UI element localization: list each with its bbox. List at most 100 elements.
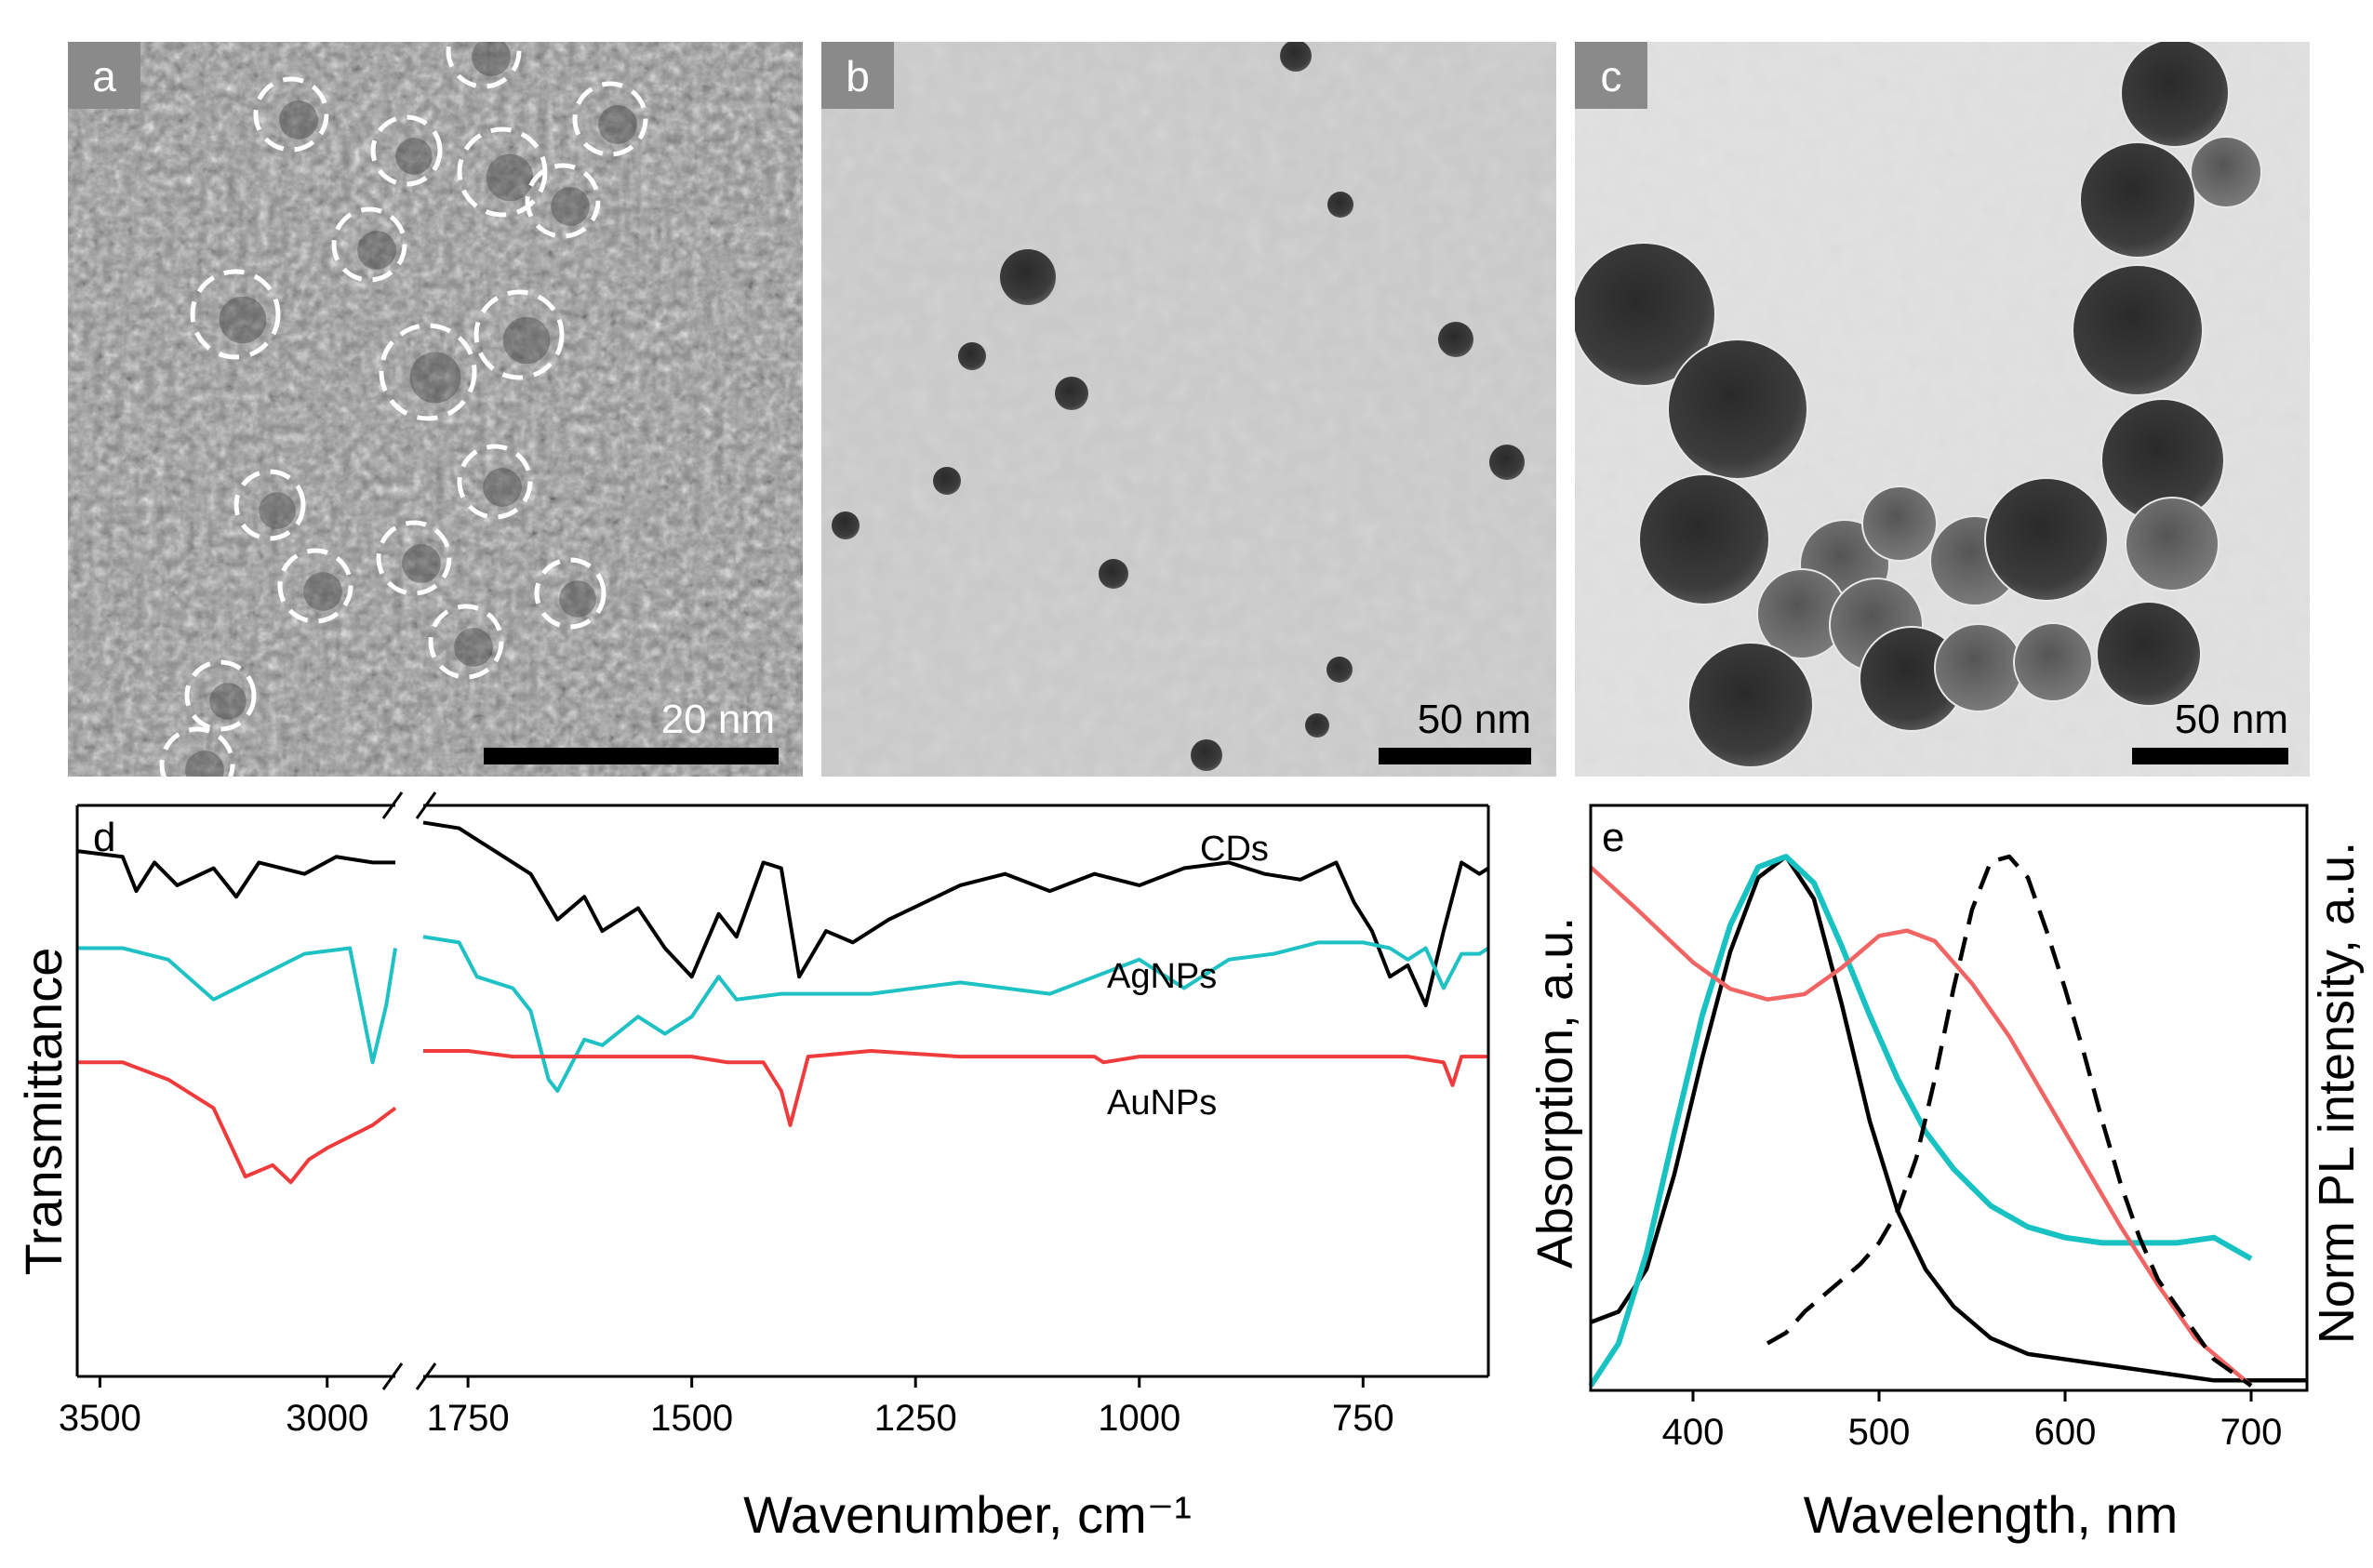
cd-particle (209, 683, 247, 720)
ag-particle (1280, 42, 1312, 72)
ag-particle (958, 342, 986, 370)
cd-particle-outline (473, 289, 565, 380)
cd-particle-outline (184, 659, 257, 732)
panel-c-scale-bar (2132, 748, 2288, 764)
cd-particle (551, 187, 590, 226)
au-particle (1667, 339, 1808, 480)
abs-line-aunps (1589, 865, 2253, 1388)
ag-particle (1438, 322, 1473, 357)
panel-a-label: a (92, 52, 116, 100)
cd-particle (357, 231, 396, 270)
ftir-x-tick-label: 1750 (427, 1398, 510, 1439)
cd-particle-outline (534, 557, 607, 630)
tem-panel-b: b 50 nm (821, 42, 1556, 777)
ftir-x-tick-label: 3000 (286, 1398, 368, 1439)
cd-particle (402, 544, 441, 583)
ftir-y-axis-label: Transmittance (14, 948, 73, 1276)
ag-nanoparticles (832, 42, 1525, 771)
au-particle (2125, 497, 2220, 591)
au-particle (2096, 601, 2202, 707)
panel-c-scale-label: 50 nm (2175, 697, 2288, 742)
cd-particle-outline (370, 114, 443, 187)
cd-particle (303, 572, 342, 611)
ftir-x-axis-label: Wavenumber, cm⁻¹ (743, 1485, 1192, 1544)
panel-b-label: b (846, 52, 870, 100)
ftir-axis-break-mark (415, 1362, 437, 1390)
ftir-chart: 3500 3000 1750 1500 1250 1000 750 d CDs AgNPs … (14, 791, 1490, 1544)
panel-b-scale-bar (1379, 748, 1531, 764)
ftir-series-label-aunps: AuNPs (1107, 1083, 1217, 1123)
ag-particle (1000, 249, 1056, 305)
pl-line-cds (1766, 854, 2253, 1388)
cd-particle (472, 42, 511, 76)
ag-particle (1099, 559, 1128, 589)
cd-particle (559, 580, 596, 618)
ftir-axes-frame (75, 791, 1490, 1390)
cd-particle (486, 153, 534, 202)
cd-particle-outline (376, 520, 452, 596)
ag-particle (832, 512, 860, 539)
absorption-pl-axes-frame (1589, 804, 2309, 1392)
panel-a-scale-bar (484, 748, 779, 764)
ftir-line-cds (422, 820, 1490, 1007)
cd-particle (259, 492, 296, 529)
abs-x-axis-label: Wavelength, nm (1804, 1485, 2179, 1544)
ftir-axis-break-mark (381, 1362, 404, 1390)
ag-particle (1191, 739, 1222, 771)
au-particle (1687, 642, 1814, 768)
cd-particle-outline (331, 206, 407, 283)
absorption-pl-series (1588, 854, 2307, 1388)
au-particle (2120, 42, 2230, 148)
panel-b-scale-label: 50 nm (1418, 697, 1531, 742)
ftir-x-tick-label: 1000 (1098, 1398, 1180, 1439)
cd-particle-outline (457, 444, 533, 520)
cd-particle (219, 296, 267, 344)
cd-particle-outline (190, 269, 281, 360)
au-particle (1575, 242, 1716, 387)
ftir-axis-break-mark (415, 791, 437, 819)
cd-particle (454, 628, 493, 667)
absorption-pl-x-ticks: 400 500 600 700 (1662, 1390, 2282, 1453)
cd-particle (279, 100, 318, 140)
ftir-line-agnps (77, 946, 397, 1065)
abs-x-tick-label: 500 (1848, 1412, 1911, 1453)
cd-particle (409, 352, 461, 404)
panel-a-label-box (68, 42, 140, 109)
abs-y-axis-label: Absorption, a.u. (1527, 917, 1583, 1269)
ftir-panel-label: d (93, 815, 115, 860)
ftir-series-label-cds: CDs (1200, 830, 1269, 869)
panel-c-label: c (1601, 52, 1622, 100)
ftir-x-tick-label: 1250 (874, 1398, 957, 1439)
ag-particle (1055, 377, 1088, 410)
absorption-pl-chart: 400 500 600 700 e Wavelength, nm Absorption… (1527, 804, 2365, 1544)
ftir-line-agnps (422, 935, 1490, 1093)
ag-particle (1489, 445, 1525, 480)
panel-a-scale-label: 20 nm (661, 697, 775, 742)
ag-particle (1326, 657, 1353, 683)
abs-panel-label: e (1602, 815, 1624, 860)
au-particle (2079, 141, 2196, 259)
abs-x-tick-label: 600 (2034, 1412, 2097, 1453)
au-particle (2072, 264, 2204, 396)
au-particle (1934, 623, 2023, 712)
cd-particle-outline (525, 163, 601, 239)
abs-line-cds (1590, 854, 2307, 1383)
cd-particle-outline (428, 604, 504, 680)
au-particle (2013, 622, 2093, 702)
ag-particle (933, 467, 961, 495)
au-particle (1984, 477, 2109, 602)
ftir-x-tick-label: 3500 (59, 1398, 141, 1439)
panel-b-label-box (821, 42, 894, 109)
cd-particle-outline (572, 81, 648, 157)
cd-particle-outline (233, 469, 306, 541)
cd-particle-outline (277, 548, 353, 624)
au-particle (1861, 485, 1938, 562)
cd-particle (598, 105, 637, 144)
ag-particle (1305, 713, 1329, 737)
cd-particle (502, 316, 551, 365)
cd-particle-markers (159, 42, 648, 777)
abs-frame (1589, 804, 2309, 1392)
cd-particle-outline (253, 76, 329, 153)
tem-panel-a: a 20 nm (68, 42, 803, 777)
